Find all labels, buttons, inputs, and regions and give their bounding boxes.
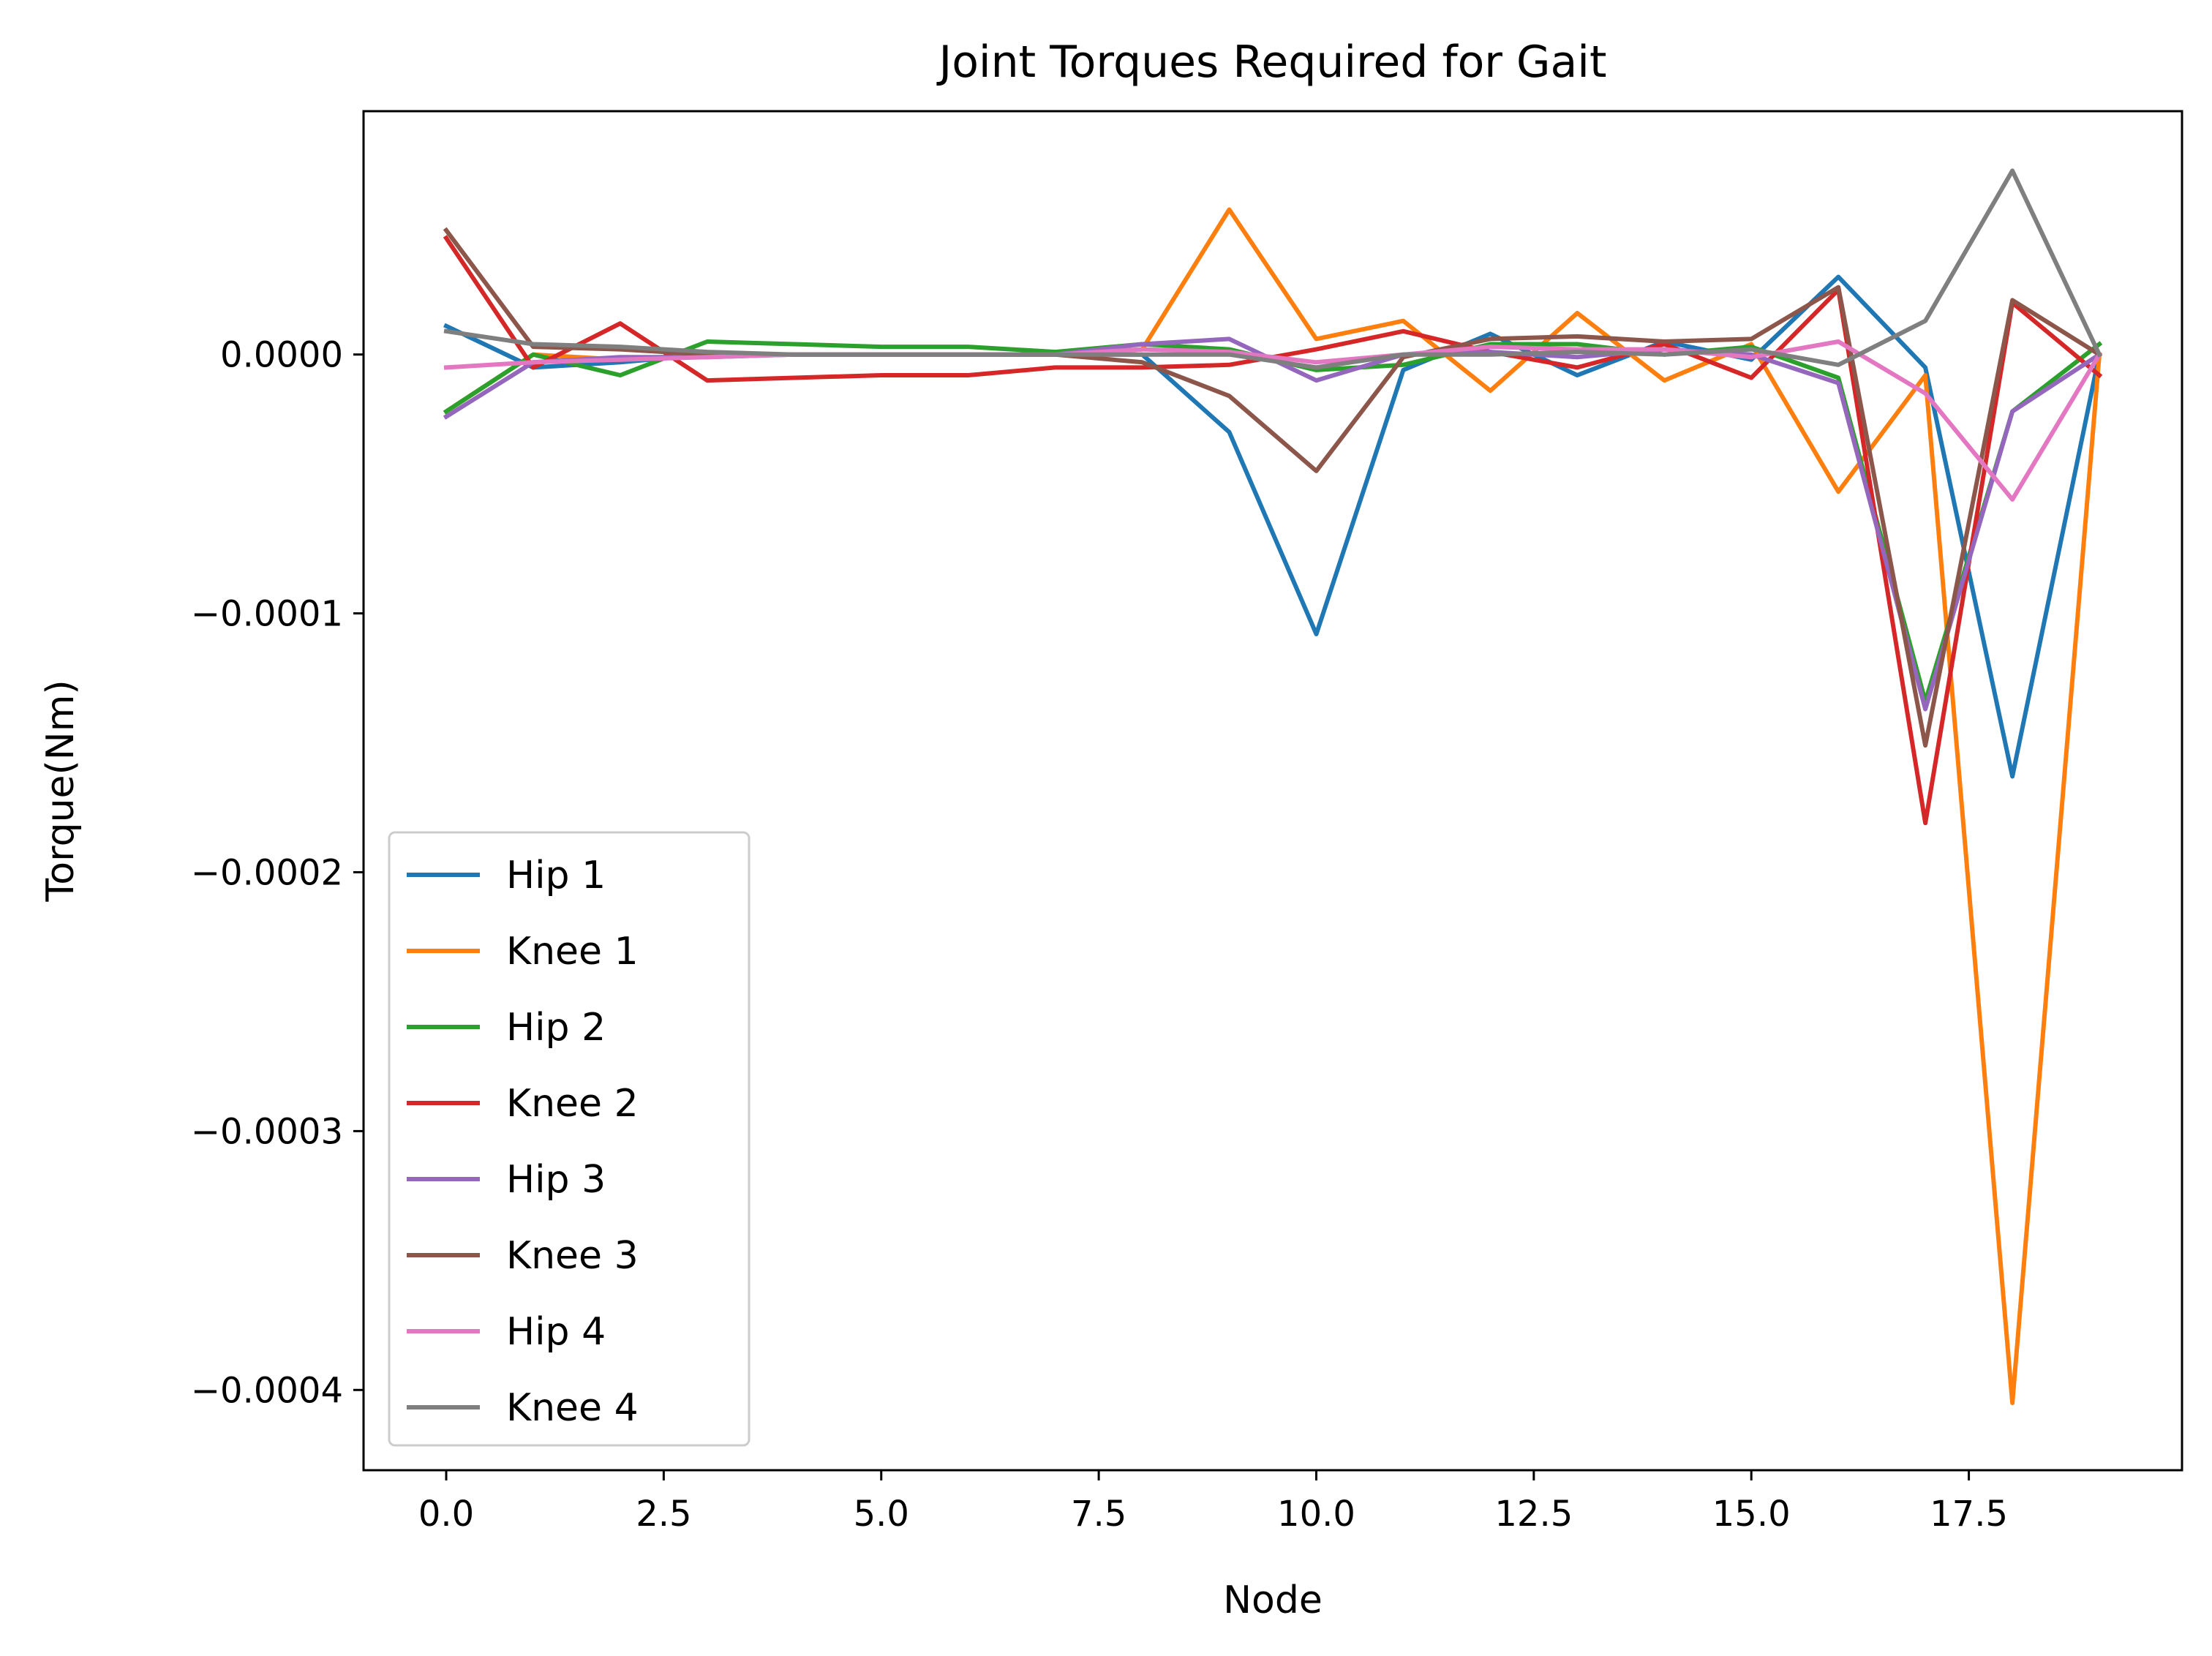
legend-label: Knee 2: [506, 1082, 639, 1126]
x-tick-label: 0.0: [418, 1494, 474, 1535]
y-tick-label: −0.0004: [191, 1370, 343, 1411]
legend-label: Hip 2: [506, 1006, 606, 1050]
x-tick-label: 15.0: [1712, 1494, 1791, 1535]
x-axis-ticks: 0.0 2.5 5.0 7.5 10.0 12.5 15.0 17.5: [418, 1470, 2008, 1535]
x-tick-label: 7.5: [1071, 1494, 1126, 1535]
x-tick-label: 2.5: [636, 1494, 691, 1535]
y-tick-label: −0.0003: [191, 1111, 343, 1152]
legend-label: Knee 3: [506, 1234, 639, 1278]
legend-label: Hip 4: [506, 1310, 606, 1354]
y-tick-label: −0.0001: [191, 594, 343, 635]
y-axis-label: Torque(Nm): [39, 680, 83, 902]
legend: Hip 1 Knee 1 Hip 2 Knee 2 Hip 3 Knee 3 Hip 4 Kn…: [388, 831, 750, 1447]
series-lines: [443, 168, 2103, 1405]
chart-title: Joint Torques Required for Gait: [936, 37, 1607, 88]
x-tick-label: 10.0: [1277, 1494, 1355, 1535]
x-tick-label: 12.5: [1494, 1494, 1573, 1535]
series-line-hip-4: [443, 339, 2103, 502]
series-line-knee-4: [443, 168, 2102, 370]
legend-label: Knee 4: [506, 1386, 639, 1430]
legend-box: [388, 831, 750, 1447]
x-tick-label: 17.5: [1930, 1494, 2008, 1535]
x-tick-label: 5.0: [854, 1494, 909, 1535]
x-axis-label: Node: [1223, 1578, 1323, 1622]
y-tick-label: 0.0000: [220, 335, 343, 376]
plot-frame: [362, 110, 2183, 1472]
legend-label: Hip 1: [506, 854, 606, 897]
legend-label: Knee 1: [506, 930, 639, 974]
y-axis-ticks: 0.0000 −0.0001 −0.0002 −0.0003 −0.0004: [191, 335, 364, 1411]
y-tick-label: −0.0002: [191, 852, 343, 893]
legend-label: Hip 3: [506, 1158, 606, 1202]
